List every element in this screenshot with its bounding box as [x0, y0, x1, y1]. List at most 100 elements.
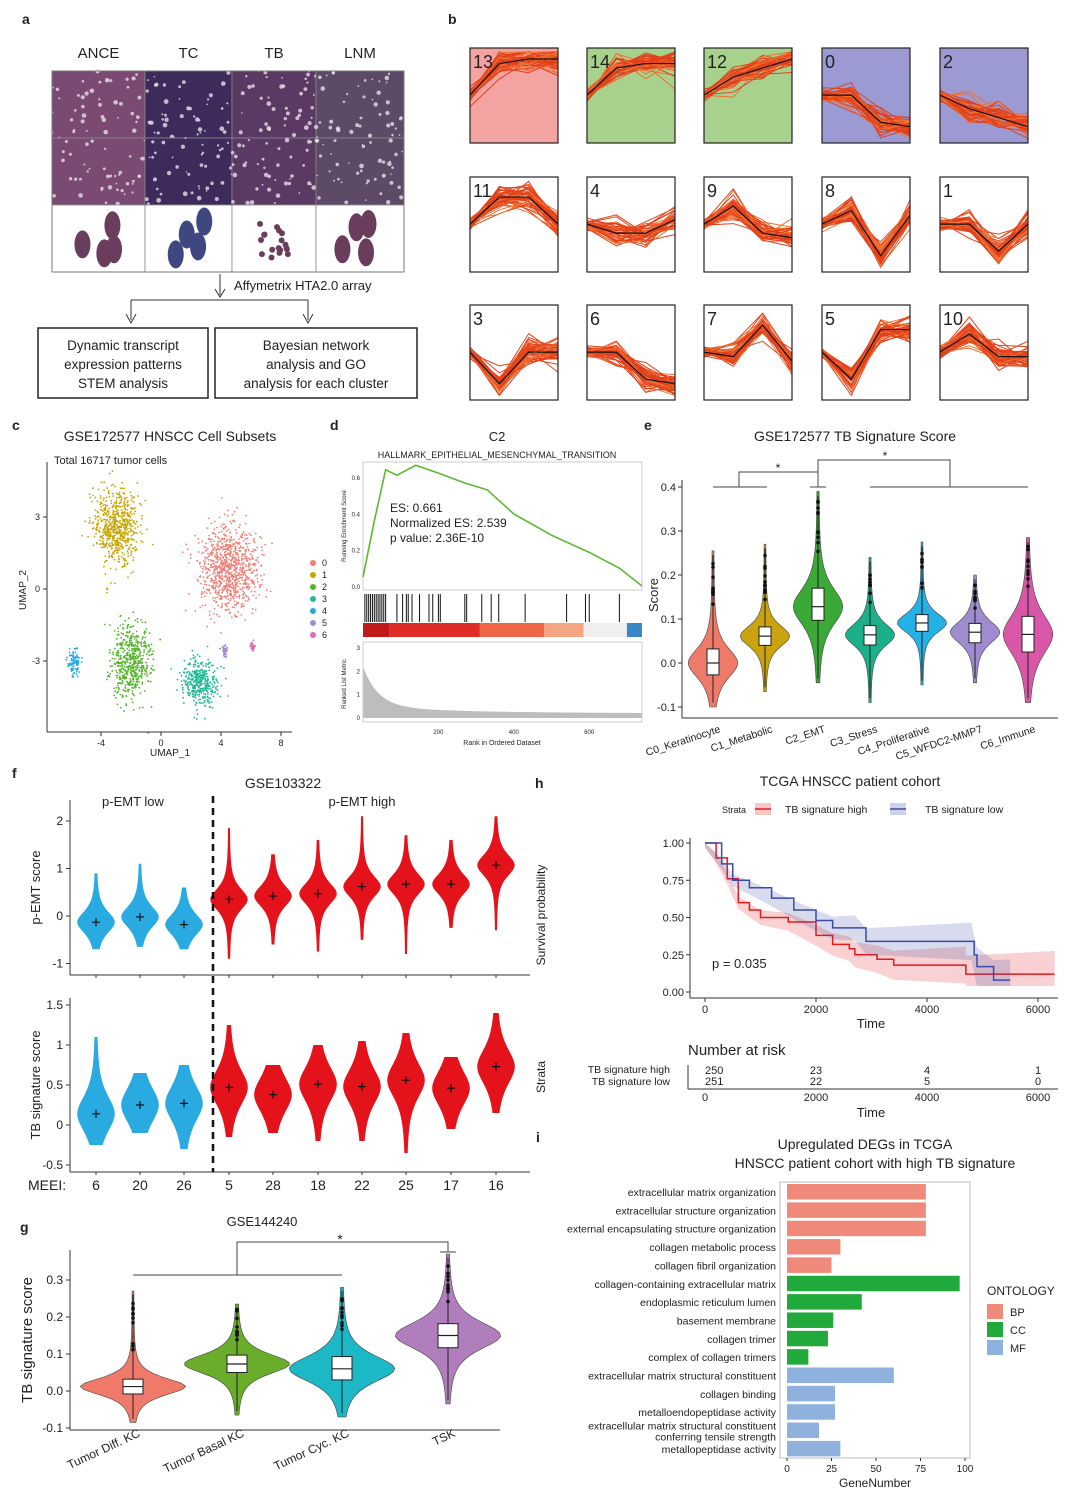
- umap-point: [131, 652, 134, 655]
- x-tick-label: 25: [826, 1464, 838, 1475]
- umap-point: [199, 575, 202, 577]
- mean-profile-line: [586, 62, 675, 96]
- y-tick-label: 0.3: [661, 526, 676, 538]
- umap-point: [240, 588, 243, 591]
- umap-point: [210, 577, 213, 580]
- violin: [254, 1065, 292, 1133]
- umap-point: [126, 514, 129, 517]
- umap-point: [127, 669, 129, 671]
- umap-point: [190, 673, 193, 676]
- outlier-point: [340, 1327, 344, 1332]
- tissue-speck: [290, 174, 294, 178]
- umap-point: [252, 548, 255, 551]
- umap-point: [191, 670, 194, 673]
- umap-point: [240, 603, 243, 606]
- umap-point: [205, 689, 208, 692]
- tissue-fragment: [261, 231, 268, 238]
- tissue-speck: [145, 89, 149, 93]
- tissue-speck: [304, 77, 307, 81]
- umap-point: [141, 670, 144, 673]
- umap-point: [208, 610, 211, 613]
- umap-point: [209, 681, 212, 684]
- umap-point: [87, 535, 89, 538]
- umap-point: [88, 522, 91, 524]
- umap-point: [216, 681, 219, 684]
- umap-point: [126, 636, 129, 638]
- tissue-speck: [359, 169, 363, 173]
- umap-point: [229, 590, 232, 593]
- umap-point: [130, 554, 133, 556]
- umap-point: [219, 546, 222, 548]
- umap-point: [130, 636, 132, 638]
- umap-point: [214, 597, 217, 599]
- gene-line: [586, 206, 676, 243]
- histology-image: [144, 204, 233, 273]
- tissue-speck: [274, 179, 277, 182]
- umap-point: [117, 684, 119, 687]
- tissue-speck: [261, 183, 264, 186]
- tissue-speck: [264, 122, 269, 126]
- umap-point: [218, 537, 221, 540]
- umap-point: [234, 564, 237, 567]
- umap-point: [123, 673, 126, 676]
- umap-point: [245, 514, 248, 517]
- umap-point: [118, 662, 121, 665]
- umap-point: [136, 664, 139, 667]
- umap-point: [223, 645, 226, 647]
- umap-point: [130, 550, 133, 553]
- tissue-speck: [245, 74, 248, 78]
- y-tick-label: -1: [52, 957, 63, 971]
- image-frame: [144, 70, 233, 139]
- tissue-speck: [267, 187, 272, 192]
- gene-line: [821, 315, 911, 375]
- umap-point: [225, 579, 228, 582]
- umap-point: [214, 585, 217, 588]
- umap-point: [116, 627, 119, 630]
- umap-point: [113, 550, 116, 553]
- umap-point: [224, 602, 227, 605]
- umap-point: [126, 665, 129, 668]
- tissue-speck: [245, 200, 250, 206]
- histology-image: [144, 137, 233, 206]
- umap-point: [76, 675, 79, 678]
- tissue-speck: [318, 121, 322, 124]
- umap-point: [236, 591, 239, 594]
- tissue-fragment: [358, 238, 375, 267]
- umap-point: [112, 495, 115, 497]
- umap-point: [113, 694, 116, 697]
- umap-point: [202, 560, 205, 563]
- umap-point: [126, 541, 129, 544]
- umap-point: [149, 680, 152, 683]
- mean-profile-line: [821, 328, 910, 381]
- umap-point: [230, 565, 233, 568]
- umap-point: [205, 572, 208, 575]
- umap-point: [213, 675, 216, 678]
- umap-point: [130, 552, 133, 554]
- gene-line: [586, 349, 676, 380]
- tissue-speck: [104, 77, 110, 83]
- umap-point: [127, 538, 130, 540]
- umap-point: [125, 694, 128, 697]
- umap-point: [132, 687, 135, 689]
- umap-point: [247, 598, 250, 601]
- bar: [787, 1184, 926, 1200]
- umap-point: [119, 519, 121, 522]
- profile-frame: [703, 47, 793, 144]
- umap-point: [202, 576, 205, 579]
- rank-color-band: [626, 623, 642, 637]
- tissue-speck: [306, 72, 310, 77]
- umap-point: [182, 696, 185, 699]
- gene-line: [469, 58, 559, 95]
- umap-point: [124, 498, 127, 501]
- umap-point: [190, 690, 193, 693]
- umap-point: [194, 663, 197, 666]
- tissue-speck: [311, 185, 317, 190]
- umap-point: [133, 659, 136, 662]
- umap-point: [121, 627, 124, 629]
- legend-swatch: [310, 620, 316, 626]
- umap-point: [108, 542, 111, 545]
- umap-point: [261, 578, 264, 581]
- umap-point: [126, 661, 129, 663]
